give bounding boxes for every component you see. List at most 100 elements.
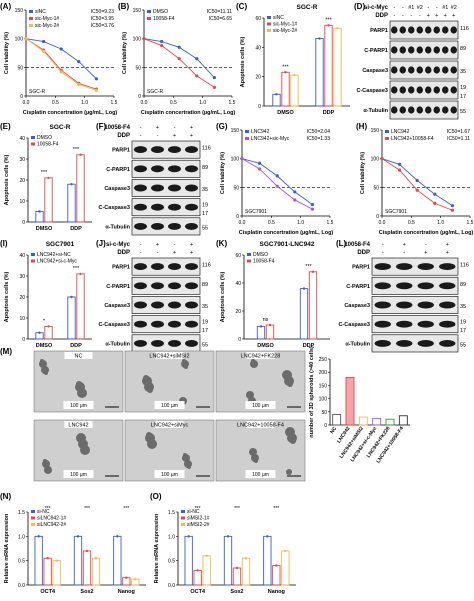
y-tick-label: 150 [319,383,328,389]
spheroid [254,459,258,463]
band [168,320,181,328]
band [396,282,413,290]
bar [91,557,101,586]
lane-label: + [452,13,455,19]
kda-label: 35 [460,304,466,310]
band-label: PARP1 [112,265,130,271]
data-point [38,210,41,213]
band [416,106,423,114]
data-point [94,77,98,81]
scale-bar-label: 100 µm [70,403,87,409]
kda-label: 55 [460,342,466,348]
y-tick-label: 60 [235,253,241,259]
panel-letter: (L) [336,239,347,248]
band-label: C-Caspase3 [357,88,389,94]
bar [34,535,43,586]
data-point [284,549,287,553]
band [134,184,147,192]
bar [324,24,333,107]
kda-label: 35 [202,187,208,193]
spheroid [187,465,191,469]
band [168,165,181,173]
blot-strip [131,159,201,178]
y-tick-label: 20 [19,295,25,301]
x-tick-label: 0.0 [239,220,246,226]
x-tick-label: 1.0 [81,100,88,106]
y-tick-label: 0.5 [18,559,25,565]
legend-swatch [29,17,33,20]
legend-label: sic-Myc-1# [273,22,297,28]
y-tick-label: 1.0 [18,534,25,540]
bar [372,417,382,426]
band [374,320,391,328]
lane-label: - [157,250,159,256]
y-tick-label: 0.5 [168,559,175,565]
lane-label: + [190,242,193,248]
data-point [311,270,315,273]
panel-letter: (C) [236,2,247,11]
lane-label: + [435,13,438,19]
band [134,339,147,347]
bar [308,271,318,340]
band [396,320,413,328]
data-point [94,557,98,560]
x-tick-label: Nanog [268,589,285,595]
data-point [187,535,190,538]
band [185,184,198,192]
bar [281,550,290,586]
band [408,106,415,114]
band [442,106,449,114]
data-point [415,188,419,192]
kda-label: 35 [460,69,466,75]
x-tick-label: 0.5 [268,220,275,226]
data-point [310,207,314,211]
legend-swatch [247,259,251,263]
y-tick-label: 20 [19,178,25,184]
data-point [59,47,63,51]
band [425,26,432,34]
band [408,66,415,74]
y-tick-label: 100 [133,37,142,43]
lane-label: - [174,242,176,248]
x-tick-label: DMSO [36,343,53,349]
panel-K: (K) SGC7901-LNC942 60 40 20 0 DMSO ns DDP *** DMSO… [216,239,330,349]
data-point [275,564,278,567]
data-point [240,157,244,161]
band [399,66,406,74]
lane-label: + [190,133,193,139]
data-point [195,57,199,61]
panel-B: (B) 150 100 50 00.0 0.5 1.0 1.5 DMSO IC50=11.11 10… [118,2,236,116]
legend-swatch [31,142,35,146]
cell-line-label: SGC7901 [245,209,267,215]
bar [241,557,251,586]
band [396,263,413,271]
lane-label: + [446,250,449,256]
bar [398,415,408,426]
significance-label: *** [73,147,80,153]
blot-strip [131,217,201,236]
band-label: PARP1 [112,148,130,154]
significance-label: *** [41,170,48,176]
panel-letter: (O) [150,492,162,501]
data-point [79,272,82,276]
lane-label: + [424,250,427,256]
spheroid [184,365,188,369]
band [391,86,398,94]
x-tick-label: NC [329,425,338,435]
bar [272,93,281,107]
lane-label: - [427,5,429,11]
blot-strip [371,257,459,276]
data-point [258,167,262,171]
y-tick-label: 50 [233,185,239,191]
panel-letter: (J) [96,239,106,248]
x-tick-label: OCT4 [40,589,56,595]
band [185,282,198,290]
panel-L: (L)10058-F4 DDP - - + - - + + + PARP1 C-PARP1 Caspas… [336,239,469,353]
data-point [47,176,50,180]
data-point [42,49,46,53]
data-point [94,88,98,92]
y-tick-label: 30 [19,157,25,163]
series-line [25,38,97,91]
y-tick-label: 100 [231,157,240,163]
